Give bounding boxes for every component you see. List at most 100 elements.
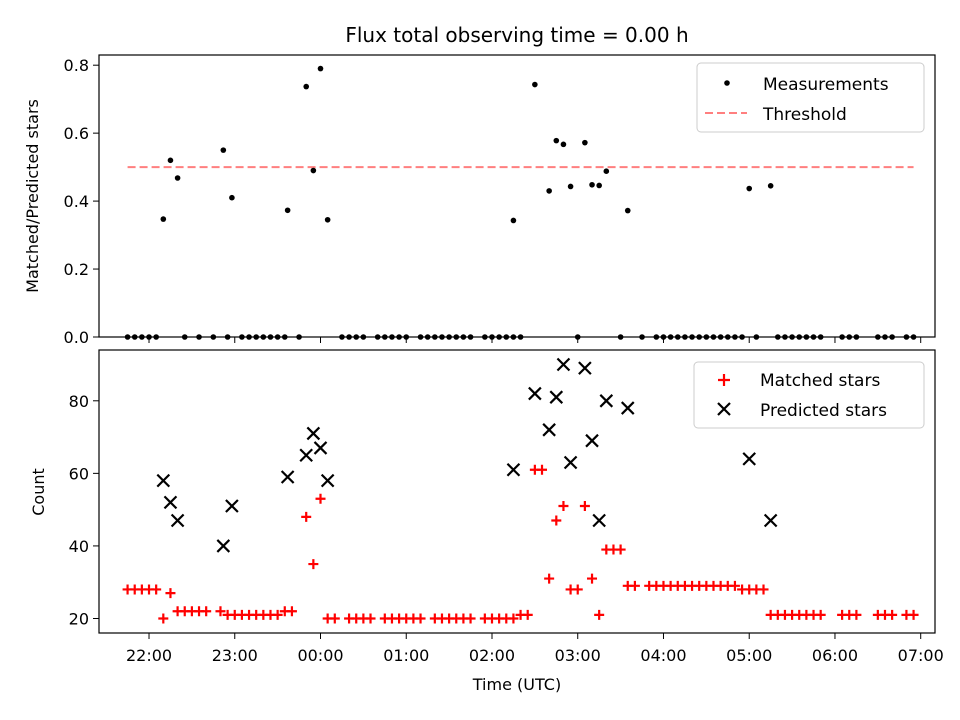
measurement-point: [596, 182, 602, 189]
bottom-y-axis: 20 40 60 80: [69, 392, 99, 628]
matched-star-point: [508, 613, 519, 624]
predicted-star-point: [763, 513, 778, 528]
bottom-x-axis: 22:00 23:00 00:00 01:00 02:00 03:00 04:00 05:00…: [126, 337, 944, 665]
y-tick-label: 40: [69, 537, 89, 556]
predicted-star-point: [592, 513, 606, 528]
predicted-star-point: [280, 470, 295, 484]
top-y-axis-label: Matched/Predicted stars: [23, 99, 42, 293]
predicted-star-point: [506, 462, 521, 477]
matched-star-point: [522, 609, 533, 620]
top-legend: Measurements Threshold: [696, 62, 925, 133]
predicted-star-point: [320, 473, 335, 488]
matched-star-point: [215, 606, 226, 617]
legend-predicted-label: Predicted stars: [760, 401, 887, 421]
legend-matched-marker: [718, 374, 730, 386]
matched-star-point: [201, 606, 212, 617]
matched-star-point: [587, 573, 598, 584]
measurement-point: [589, 181, 595, 188]
y-tick-label: 0.6: [64, 124, 89, 143]
matched-star-point: [465, 613, 476, 624]
predicted-star-point: [156, 473, 171, 488]
x-tick-label: 07:00: [898, 646, 944, 665]
matched-star-point: [315, 493, 326, 504]
bottom-plot-frame: [98, 349, 936, 634]
matched-star-point: [887, 609, 898, 620]
predicted-star-point: [599, 394, 614, 408]
measurement-point: [603, 168, 610, 174]
x-tick-label: 04:00: [640, 646, 686, 665]
matched-star-point: [415, 613, 426, 624]
legend-matched-label: Matched stars: [760, 371, 880, 391]
predicted-star-point: [542, 423, 556, 437]
predicted-star-point: [313, 441, 328, 455]
measurement-point: [546, 188, 552, 194]
predicted-star-point: [585, 433, 599, 448]
measurement-point: [220, 147, 227, 153]
y-tick-label: 20: [69, 609, 89, 628]
matched-star-point: [729, 580, 740, 591]
matched-star-point: [572, 584, 583, 595]
matched-star-point: [544, 573, 555, 584]
matched-star-point: [165, 588, 176, 599]
matched-star-point: [308, 559, 319, 570]
x-tick-label: 03:00: [555, 646, 601, 665]
measurement-point: [160, 216, 167, 222]
legend-measurements-marker: [724, 80, 730, 86]
measurement-point: [284, 207, 291, 214]
y-tick-label: 60: [69, 464, 89, 483]
top-y-axis: 0.0 0.2 0.4 0.6 0.8: [64, 56, 99, 347]
measurement-point: [746, 185, 753, 192]
measurement-point: [229, 194, 235, 201]
x-tick-label: 00:00: [297, 646, 343, 665]
predicted-star-point: [549, 390, 564, 404]
predicted-star-point: [528, 386, 542, 401]
measurement-point: [553, 137, 560, 144]
y-tick-label: 0.2: [64, 260, 89, 279]
top-plot-frame: [98, 54, 936, 338]
matched-star-point: [851, 609, 862, 620]
matched-star-point: [758, 584, 769, 595]
top-legend-box: [696, 62, 925, 133]
top-plot-area: [124, 65, 917, 340]
matched-star-point: [537, 464, 548, 475]
measurement-point: [767, 183, 774, 189]
x-tick-label: 06:00: [812, 646, 858, 665]
matched-star-point: [151, 584, 162, 595]
predicted-star-point: [306, 426, 321, 441]
x-axis-label: Time (UTC): [472, 675, 561, 694]
matched-star-point: [551, 515, 562, 526]
predicted-star-point: [170, 513, 185, 528]
y-tick-label: 0.8: [64, 56, 89, 75]
predicted-star-point: [556, 357, 571, 372]
x-tick-label: 23:00: [212, 646, 258, 665]
y-tick-label: 80: [69, 392, 89, 411]
predicted-star-point: [620, 401, 635, 415]
predicted-star-point: [163, 495, 178, 510]
matched-star-point: [558, 501, 569, 512]
matched-star-point: [594, 609, 605, 620]
measurement-point: [560, 141, 567, 148]
legend-measurements-label: Measurements: [763, 75, 889, 95]
matched-star-point: [365, 613, 376, 624]
matched-star-point: [579, 501, 590, 512]
legend-threshold-label: Threshold: [762, 105, 847, 125]
x-tick-label: 22:00: [126, 646, 172, 665]
measurement-point: [167, 157, 174, 164]
measurement-point: [324, 216, 331, 223]
predicted-star-point: [578, 361, 592, 375]
predicted-star-point: [299, 448, 313, 462]
matched-star-point: [329, 613, 340, 624]
matched-star-point: [908, 609, 919, 620]
y-tick-label: 0.4: [64, 192, 89, 211]
x-tick-label: 02:00: [469, 646, 515, 665]
chart-title: Flux total observing time = 0.00 h: [345, 23, 688, 47]
measurement-point: [532, 81, 538, 88]
measurement-point: [310, 167, 317, 174]
measurement-point: [510, 217, 517, 224]
measurement-point: [567, 183, 574, 190]
bottom-y-axis-label: Count: [29, 468, 48, 516]
matched-star-point: [286, 606, 297, 617]
measurement-point: [303, 83, 310, 90]
matched-star-point: [615, 544, 626, 555]
